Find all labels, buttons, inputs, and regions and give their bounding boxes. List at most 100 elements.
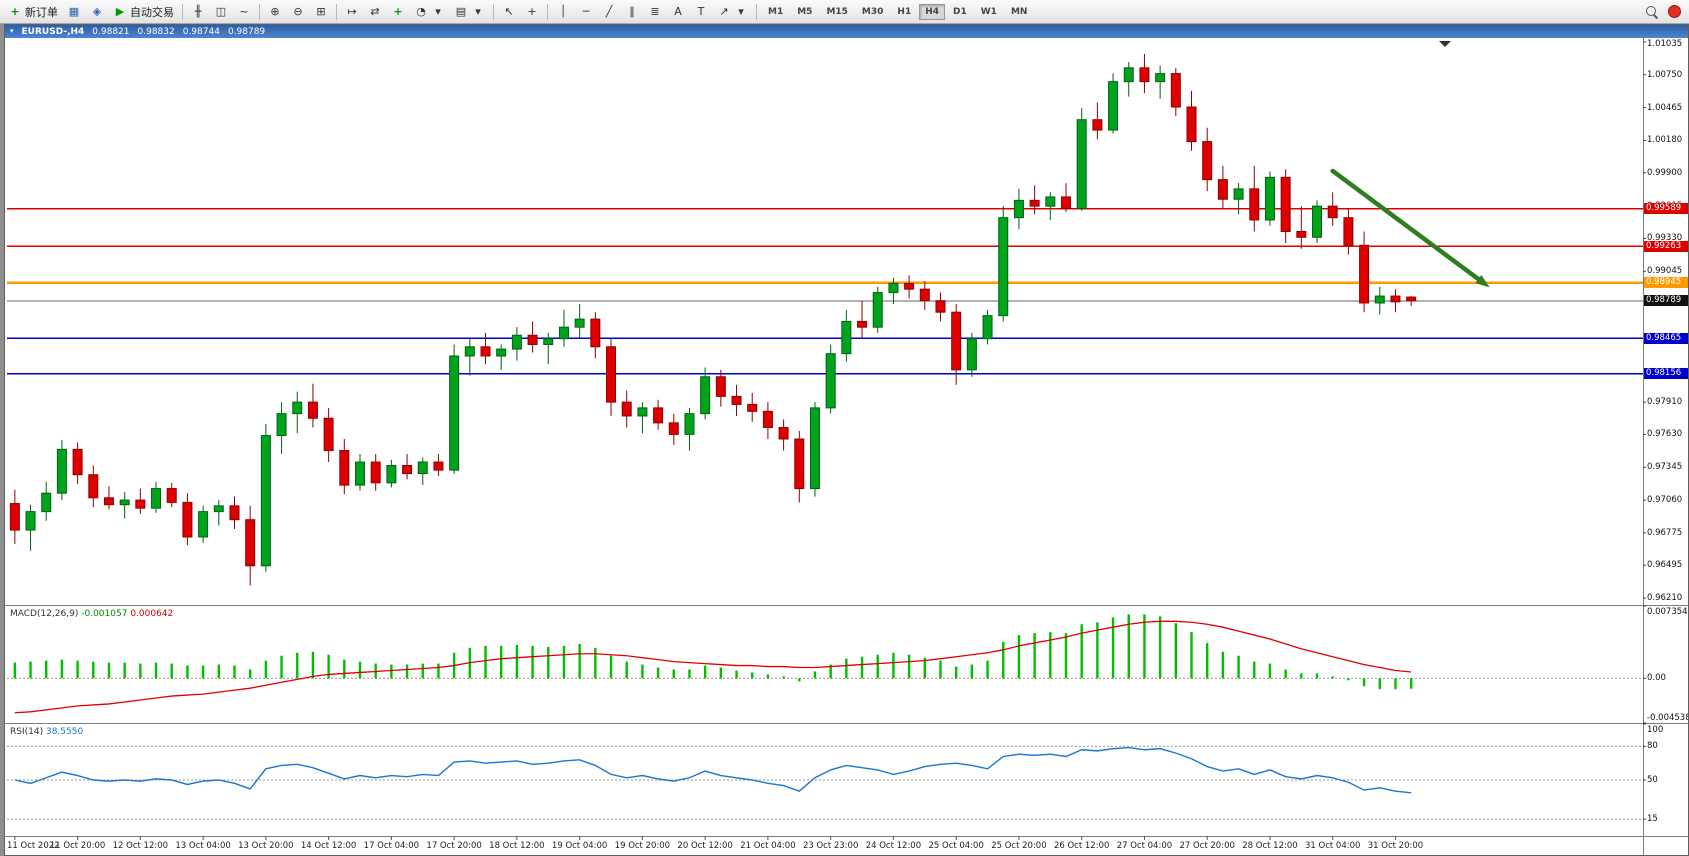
timeframe-button-MN[interactable]: MN	[1010, 6, 1028, 17]
timeframe-button-D1[interactable]: D1	[953, 6, 967, 17]
horizontal-line-icon: ─	[582, 5, 590, 18]
line-chart-icon: ~	[239, 5, 249, 18]
text-button[interactable]: A	[667, 2, 689, 22]
candle-body	[9, 503, 20, 531]
fibonacci-button[interactable]: ≣	[644, 2, 666, 22]
chart-canvas[interactable]	[5, 25, 1688, 855]
time-axis-label: 14 Oct 12:00	[300, 841, 357, 851]
equidistant-channel-button[interactable]: ∥	[621, 2, 643, 22]
autotrading-button[interactable]: ▶ 自动交易	[109, 2, 178, 22]
candle-body	[292, 401, 303, 415]
candle-body	[511, 334, 522, 350]
horizontal-line-button[interactable]: ─	[575, 2, 597, 22]
arrows-button[interactable]: ↗ ▾	[713, 2, 752, 22]
metaeditor-button[interactable]: ◈	[86, 2, 108, 22]
new-order-button[interactable]: + 新订单	[4, 2, 62, 22]
fibonacci-icon: ≣	[650, 5, 660, 18]
timeframe-button-M15[interactable]: M15	[826, 6, 848, 17]
vertical-line-button[interactable]: │	[552, 2, 574, 22]
candle-body	[198, 511, 209, 538]
text-label-button[interactable]: T	[690, 2, 712, 22]
search-icon	[1645, 5, 1659, 19]
rsi-title: RSI(14)	[10, 727, 44, 737]
chart-window[interactable]: ▾ EURUSD-,H4 0.98821 0.98832 0.98744 0.9…	[4, 24, 1689, 856]
price-line-label-box: 0.99589	[1644, 203, 1688, 215]
time-axis-label: 25 Oct 04:00	[928, 841, 984, 851]
price-line-label-box: 0.98156	[1644, 368, 1688, 380]
candle-body	[1170, 73, 1181, 108]
zoom-in-button[interactable]: ⊕	[264, 2, 286, 22]
auto-scroll-button[interactable]: ↦	[341, 2, 363, 22]
trendline-button[interactable]: ╱	[598, 2, 620, 22]
timeframe-button-M5[interactable]: M5	[797, 6, 813, 17]
price-line-label-box: 0.98465	[1644, 332, 1688, 344]
trendline-icon: ╱	[605, 5, 613, 18]
time-axis-label: 19 Oct 04:00	[551, 841, 608, 851]
candle-body	[1264, 176, 1275, 221]
candle-body	[574, 318, 585, 328]
toolbar-separator	[756, 3, 757, 20]
price-axis-label: 0.97060	[1647, 495, 1683, 506]
timeframe-button-H1[interactable]: H1	[897, 6, 912, 17]
candle-body	[339, 450, 350, 486]
time-axis-label: 26 Oct 12:00	[1053, 841, 1110, 851]
macd-signal-line	[14, 620, 1412, 714]
notifications-button[interactable]	[1664, 2, 1685, 22]
trend-arrow-head[interactable]	[1475, 275, 1490, 288]
line-chart-type-button[interactable]: ~	[233, 2, 255, 22]
candle-body	[433, 461, 444, 471]
indicators-button[interactable]: +	[387, 2, 409, 22]
chart-window-menu-icon[interactable]: ▾	[10, 27, 14, 35]
bar-chart-type-button[interactable]: ╫	[187, 2, 209, 22]
candle-body	[1327, 205, 1338, 219]
macd-value-main: -0.001057	[81, 609, 128, 619]
candle-body	[527, 334, 538, 345]
candle-body	[480, 346, 491, 357]
candle-body	[41, 492, 52, 513]
tile-windows-button[interactable]: ⊞	[310, 2, 332, 22]
candle-body	[684, 413, 695, 435]
candle-body	[25, 511, 36, 531]
templates-button[interactable]: ▤ ▾	[450, 2, 489, 22]
candle-body	[417, 461, 428, 475]
candle-body	[213, 505, 224, 513]
autotrading-label: 自动交易	[130, 5, 174, 19]
chart-shift-marker[interactable]	[1439, 41, 1451, 47]
candle-body	[668, 422, 679, 435]
candle-body	[1374, 295, 1385, 304]
zoom-out-button[interactable]: ⊖	[287, 2, 309, 22]
macd-value-signal: 0.000642	[130, 609, 174, 619]
price-axis-label: 0.97630	[1647, 429, 1683, 440]
time-axis-label: 31 Oct 04:00	[1304, 841, 1361, 851]
text-icon: A	[674, 5, 682, 18]
candlestick-chart-type-button[interactable]: ◫	[210, 2, 232, 22]
trend-arrow-annotation[interactable]	[1330, 168, 1481, 282]
candle-body	[1186, 106, 1197, 143]
search-button[interactable]	[1641, 2, 1663, 22]
time-axis-label: 31 Oct 20:00	[1367, 841, 1424, 851]
price-axis-label: 0.99330	[1647, 233, 1683, 244]
arrow-styles-icon: ↗	[719, 5, 729, 18]
template-icon: ▤	[455, 5, 467, 18]
timeframe-button-M1[interactable]: M1	[768, 6, 784, 17]
time-axis-label: 12 Oct 12:00	[112, 841, 169, 851]
periods-button[interactable]: ◔ ▾	[410, 2, 449, 22]
cursor-button[interactable]: ↖	[498, 2, 520, 22]
candle-body	[794, 438, 805, 490]
candle-body	[323, 417, 334, 452]
charts-button[interactable]: ▦	[63, 2, 85, 22]
channel-icon: ∥	[629, 5, 635, 18]
timeframe-button-H4[interactable]: H4	[919, 3, 945, 20]
crosshair-button[interactable]: +	[521, 2, 543, 22]
candle-body	[1217, 179, 1228, 200]
candle-body	[762, 410, 773, 428]
timeframe-button-M30[interactable]: M30	[861, 6, 884, 17]
timeframe-button-W1[interactable]: W1	[980, 6, 997, 17]
chart-shift-button[interactable]: ⇄	[364, 2, 386, 22]
chart-title-bar[interactable]: ▾ EURUSD-,H4 0.98821 0.98832 0.98744 0.9…	[5, 25, 1688, 38]
candle-body	[715, 376, 726, 397]
candle-body	[841, 320, 852, 355]
candle-body	[653, 407, 664, 424]
candle-body	[872, 292, 883, 328]
candle-body	[56, 448, 67, 494]
